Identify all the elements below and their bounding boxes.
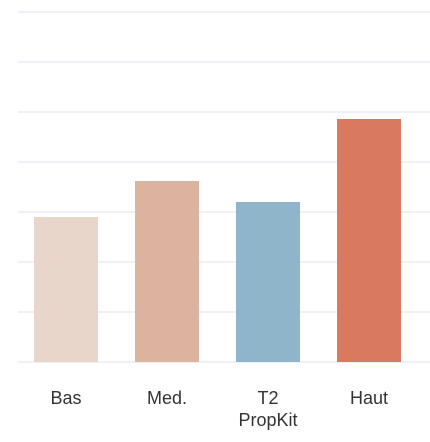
bar-0 [34,217,98,362]
bar-3 [337,119,401,362]
x-tick-label-1: Med. [147,388,187,408]
bar-layer [34,119,401,362]
bar-2 [236,202,300,362]
x-tick-label-2: T2 PropKit [238,388,297,430]
x-tick-label-0: Bas [50,388,81,408]
bar-1 [135,181,199,362]
x-tick-label-3: Haut [350,388,388,408]
label-layer: Bas Med. T2 PropKit Haut [50,388,388,430]
